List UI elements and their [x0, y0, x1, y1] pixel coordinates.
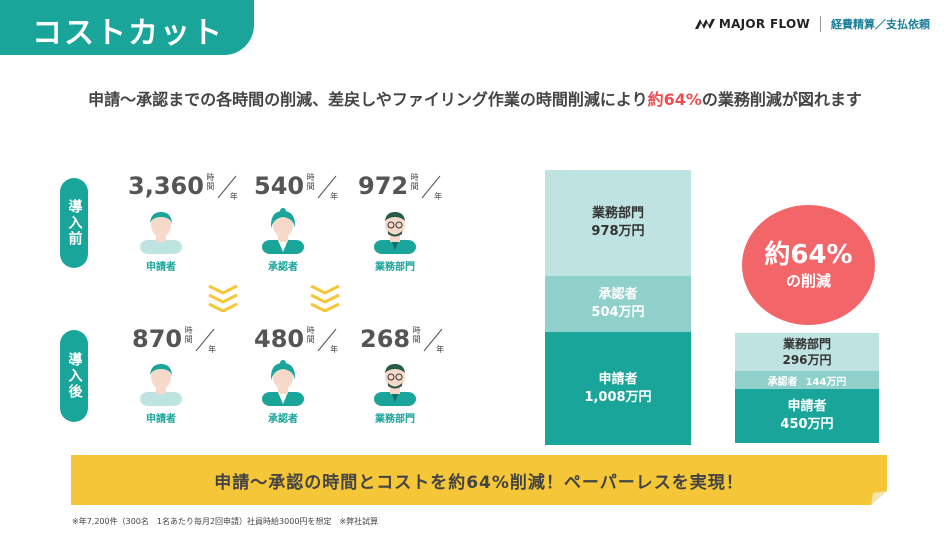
slash-icon [217, 175, 237, 199]
slash-icon [423, 328, 443, 352]
approver-person-icon [262, 360, 304, 406]
page-title: コストカット [32, 16, 224, 51]
footnote: ※年7,200件（300名 1名あたり毎月2回申請）社員時給3000円を想定 ※… [72, 517, 379, 526]
phase-after-label: 導入後 [66, 352, 83, 400]
chevron-down-icon [208, 284, 238, 312]
unit-hours-per-year: 時間 年 [206, 173, 244, 205]
stat-value: 870 [132, 325, 183, 353]
bar-value: 978万円 [591, 224, 645, 239]
before-dept-hours: 972 時間 年 [358, 173, 448, 205]
bar-label: 承認者 [598, 287, 638, 302]
approver-person-icon [262, 208, 304, 254]
brand-logo: MAJOR FLOW [694, 17, 810, 31]
bar-value: 450万円 [780, 417, 834, 432]
unit-hours-per-year: 時間 年 [306, 326, 344, 358]
bar-before-applicant: 申請者 1,008万円 [545, 332, 691, 445]
unit-year: 年 [330, 192, 339, 201]
after-applicant-label: 申請者 [146, 414, 176, 425]
banner-text: 申請〜承認の時間とコストを約64%削減！ペーパーレスを実現！ [214, 472, 744, 493]
page-fold-icon [871, 491, 887, 505]
slash-icon [421, 175, 441, 199]
unit-hours: 時間 [184, 326, 193, 344]
bar-label: 業務部門 [782, 337, 831, 351]
phase-after-pill: 導入後 [60, 330, 88, 422]
before-applicant-label: 申請者 [146, 262, 176, 273]
bar-value: 504万円 [591, 305, 645, 320]
reduction-badge: 約64% の削減 [742, 205, 875, 325]
before-approver-hours: 540 時間 年 [254, 173, 344, 205]
stat-value: 3,360 [128, 172, 204, 200]
badge-caption: の削減 [785, 272, 831, 290]
unit-year: 年 [330, 345, 339, 354]
bar-after-dept: 業務部門 296万円 [735, 333, 879, 371]
dept-person-icon [374, 364, 416, 406]
summary-banner: 申請〜承認の時間とコストを約64%削減！ペーパーレスを実現！ [71, 455, 887, 505]
before-dept-label: 業務部門 [375, 262, 415, 273]
applicant-person-icon [140, 364, 182, 406]
slash-icon [317, 328, 337, 352]
bar-after-applicant: 申請者 450万円 [735, 389, 879, 443]
after-dept-hours: 268 時間 年 [360, 326, 450, 358]
chevron-down-icon [310, 284, 340, 312]
bar-after-approver: 承認者 144万円 [735, 371, 879, 389]
stat-value: 268 [360, 325, 411, 353]
unit-hours: 時間 [412, 326, 421, 344]
headline-post: の業務削減が図れます [701, 90, 862, 109]
bar-label: 業務部門 [591, 206, 644, 221]
unit-hours-per-year: 時間 年 [306, 173, 344, 205]
stat-value: 480 [254, 325, 305, 353]
after-approver-hours: 480 時間 年 [254, 326, 344, 358]
unit-year: 年 [436, 345, 445, 354]
brand-divider [820, 16, 821, 32]
slash-icon [317, 175, 337, 199]
phase-before-label: 導入前 [66, 199, 83, 247]
unit-hours: 時間 [206, 173, 215, 191]
unit-hours-per-year: 時間 年 [412, 326, 450, 358]
brand-logo-icon [694, 19, 715, 29]
slash-icon [195, 328, 215, 352]
unit-hours-per-year: 時間 年 [410, 173, 448, 205]
brand-subtitle: 経費精算／支払依頼 [831, 18, 930, 31]
after-approver-label: 承認者 [268, 414, 298, 425]
headline-highlight: 約64% [647, 90, 702, 109]
unit-hours: 時間 [306, 326, 315, 344]
title-tab: コストカット [0, 0, 254, 55]
unit-hours: 時間 [410, 173, 419, 191]
brand-name: MAJOR FLOW [718, 17, 810, 31]
unit-year: 年 [229, 192, 238, 201]
bar-label: 申請者 [787, 399, 827, 414]
bar-value: 144万円 [805, 376, 847, 388]
after-dept-label: 業務部門 [375, 414, 415, 425]
dept-person-icon [374, 212, 416, 254]
unit-hours: 時間 [306, 173, 315, 191]
stat-value: 540 [254, 172, 305, 200]
before-approver-label: 承認者 [268, 262, 298, 273]
bar-value: 296万円 [782, 353, 832, 367]
headline: 申請〜承認までの各時間の削減、差戻しやファイリング作業の時間削減により約64%の… [0, 86, 950, 110]
unit-year: 年 [208, 345, 217, 354]
unit-hours-per-year: 時間 年 [184, 326, 222, 358]
bar-before-approver: 承認者 504万円 [545, 276, 691, 332]
after-applicant-hours: 870 時間 年 [132, 326, 222, 358]
headline-pre: 申請〜承認までの各時間の削減、差戻しやファイリング作業の時間削減により [88, 90, 648, 109]
phase-before-pill: 導入前 [60, 178, 88, 268]
unit-year: 年 [434, 192, 443, 201]
brand-header: MAJOR FLOW 経費精算／支払依頼 [694, 14, 930, 34]
applicant-person-icon [140, 212, 182, 254]
badge-percent: 約64% [764, 240, 853, 270]
stat-value: 972 [358, 172, 409, 200]
bar-value: 1,008万円 [584, 389, 652, 405]
bar-label: 承認者 [767, 376, 798, 388]
before-applicant-hours: 3,360 時間 年 [128, 173, 244, 205]
bar-label: 申請者 [598, 371, 638, 387]
bar-before-dept: 業務部門 978万円 [545, 170, 691, 276]
